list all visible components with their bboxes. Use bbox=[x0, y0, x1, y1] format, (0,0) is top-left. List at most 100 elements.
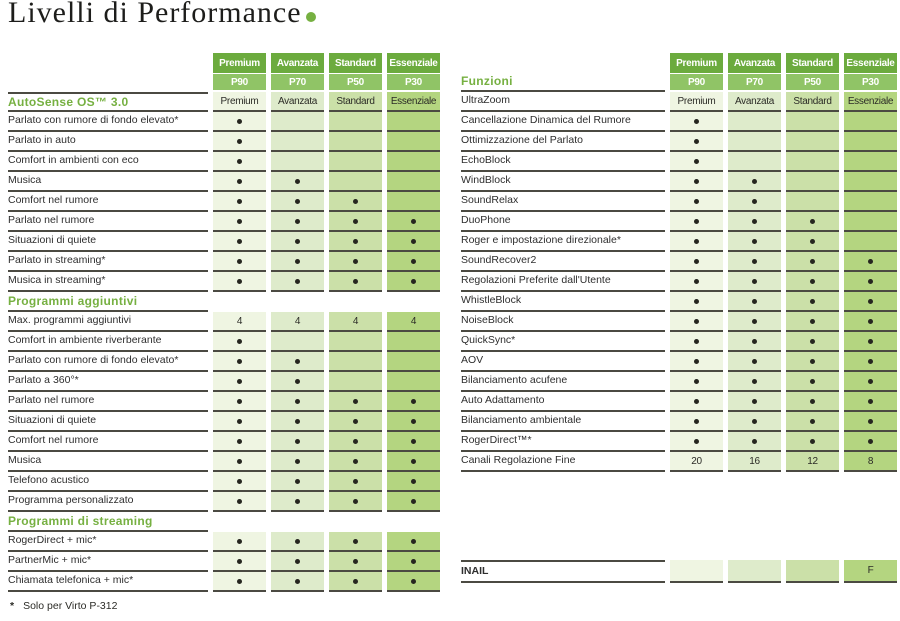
value-cell bbox=[213, 412, 266, 432]
dot-icon bbox=[411, 238, 416, 244]
dot-icon bbox=[295, 558, 300, 564]
table-row: SoundRecover2 bbox=[461, 252, 898, 272]
value-cell bbox=[329, 392, 382, 412]
value-cell: 4 bbox=[213, 312, 266, 332]
dot-icon bbox=[295, 258, 300, 264]
value-cell bbox=[213, 232, 266, 252]
dot-icon bbox=[810, 278, 815, 284]
table-row: Bilanciamento ambientale bbox=[461, 412, 898, 432]
dot-icon bbox=[295, 498, 300, 504]
dot-icon bbox=[810, 318, 815, 324]
dot-icon bbox=[237, 258, 242, 264]
value-cell bbox=[728, 412, 781, 432]
dot-icon bbox=[752, 338, 757, 344]
value-cell bbox=[670, 172, 723, 192]
value-cell bbox=[844, 352, 897, 372]
value-cell bbox=[728, 112, 781, 132]
dot-icon bbox=[752, 318, 757, 324]
value-cell bbox=[786, 352, 839, 372]
dot-icon bbox=[295, 418, 300, 424]
value-cell bbox=[670, 392, 723, 412]
tier-code: P50 bbox=[329, 74, 382, 90]
value-cell bbox=[786, 292, 839, 312]
value-cell bbox=[844, 412, 897, 432]
value-cell bbox=[271, 352, 324, 372]
dot-icon bbox=[353, 478, 358, 484]
tier-header-p30: Essenziale P30 bbox=[387, 53, 440, 92]
value-cell bbox=[387, 552, 440, 572]
value-cell bbox=[213, 452, 266, 472]
dot-icon bbox=[237, 378, 242, 384]
value-cell bbox=[844, 232, 897, 252]
value-cell bbox=[387, 432, 440, 452]
value-cell bbox=[329, 192, 382, 212]
row-label: INAIL bbox=[461, 560, 665, 583]
value-cell bbox=[329, 552, 382, 572]
row-label: UltraZoom bbox=[461, 92, 665, 112]
table-header: Premium P90 Avanzata P70 Standard P50 Essenzia… bbox=[8, 53, 443, 92]
value-cell bbox=[786, 432, 839, 452]
value-cell bbox=[670, 132, 723, 152]
dot-icon bbox=[353, 278, 358, 284]
section-header-row: AutoSense OS™ 3.0 Premium Avanzata Standard… bbox=[8, 92, 443, 112]
row-label: Musica bbox=[8, 452, 208, 472]
footnote: * Solo per Virto P-312 bbox=[10, 600, 117, 612]
table-header: Funzioni Premium P90 Avanzata P70 Standard P50… bbox=[461, 53, 898, 92]
brand-dot-icon bbox=[305, 12, 316, 22]
value-cell bbox=[786, 212, 839, 232]
table-row: Programma personalizzato bbox=[8, 492, 443, 512]
table-row: Parlato con rumore di fondo elevato* bbox=[8, 352, 443, 372]
value-cell bbox=[844, 292, 897, 312]
value-cell bbox=[213, 472, 266, 492]
value-cell bbox=[213, 112, 266, 132]
value-cell bbox=[387, 112, 440, 132]
dot-icon bbox=[295, 478, 300, 484]
dot-icon bbox=[295, 538, 300, 544]
row-label: Programma personalizzato bbox=[8, 492, 208, 512]
row-label: Max. programmi aggiuntivi bbox=[8, 312, 208, 332]
value-cell bbox=[329, 272, 382, 292]
dot-icon bbox=[868, 338, 873, 344]
dot-icon bbox=[237, 418, 242, 424]
dot-icon bbox=[694, 418, 699, 424]
value-cell bbox=[271, 272, 324, 292]
tier-header-p70: Avanzata P70 bbox=[728, 53, 781, 92]
value-cell bbox=[271, 472, 324, 492]
value-cell bbox=[670, 560, 723, 583]
dot-icon bbox=[295, 398, 300, 404]
value-cell bbox=[728, 152, 781, 172]
row-label: Chiamata telefonica + mic* bbox=[8, 572, 208, 592]
value-cell bbox=[213, 172, 266, 192]
section-title: Programmi aggiuntivi bbox=[8, 292, 208, 312]
dot-icon bbox=[752, 438, 757, 444]
table-row: INAIL F bbox=[461, 560, 898, 583]
value-cell bbox=[670, 292, 723, 312]
value-cell bbox=[271, 412, 324, 432]
dot-icon bbox=[810, 338, 815, 344]
value-cell bbox=[786, 232, 839, 252]
table-row: WindBlock bbox=[461, 172, 898, 192]
table-row: Max. programmi aggiuntivi 4 4 4 4 bbox=[8, 312, 443, 332]
table-row: Cancellazione Dinamica del Rumore bbox=[461, 112, 898, 132]
row-label: Bilanciamento acufene bbox=[461, 372, 665, 392]
dot-icon bbox=[868, 318, 873, 324]
section-title: AutoSense OS™ 3.0 bbox=[8, 92, 208, 112]
table-row: Parlato in streaming* bbox=[8, 252, 443, 272]
row-label: DuoPhone bbox=[461, 212, 665, 232]
row-label: Situazioni di quiete bbox=[8, 412, 208, 432]
row-label: Parlato nel rumore bbox=[8, 392, 208, 412]
tier-code: P70 bbox=[271, 74, 324, 90]
page-title-text: Livelli di Performance bbox=[8, 0, 302, 29]
value-cell: Avanzata bbox=[271, 92, 324, 112]
table-row: WhistleBlock bbox=[461, 292, 898, 312]
dot-icon bbox=[295, 198, 300, 204]
dot-icon bbox=[237, 278, 242, 284]
dot-icon bbox=[237, 498, 242, 504]
dot-icon bbox=[694, 398, 699, 404]
dot-icon bbox=[810, 298, 815, 304]
value-cell bbox=[786, 192, 839, 212]
value-cell bbox=[271, 392, 324, 412]
footnote-marker: * bbox=[10, 600, 15, 612]
value-cell: Premium bbox=[213, 92, 266, 112]
row-label: Comfort in ambienti con eco bbox=[8, 152, 208, 172]
